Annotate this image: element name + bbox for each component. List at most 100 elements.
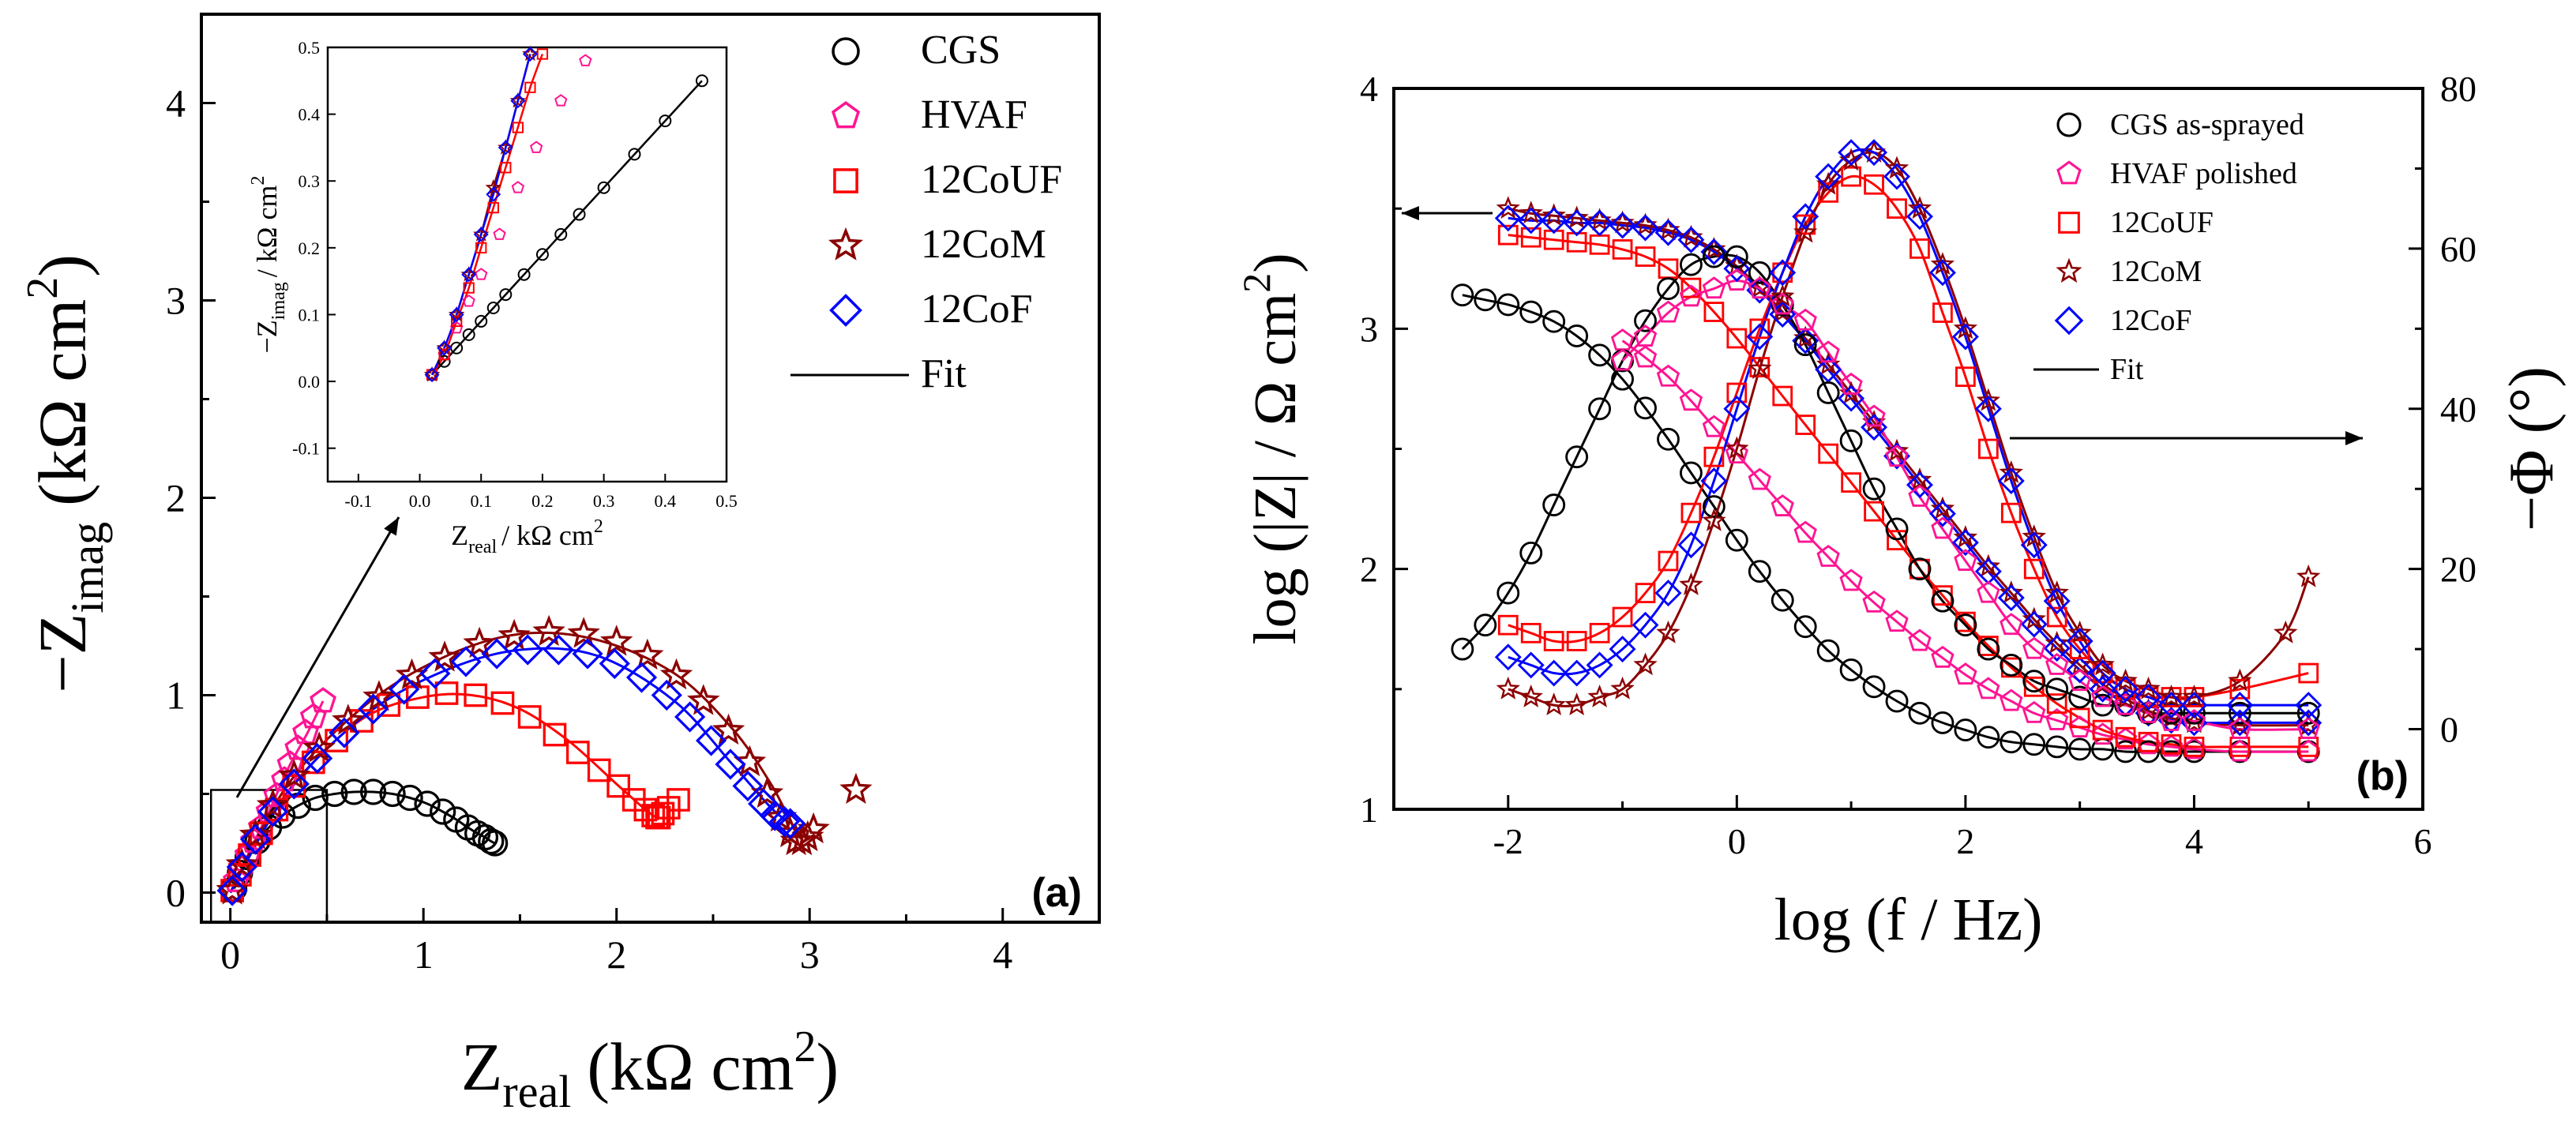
- inset-xlabel-sub: real: [468, 537, 497, 557]
- panel-b-phase-marker: [1793, 333, 1817, 357]
- inset-frame: [326, 46, 728, 483]
- panel-b-logz-marker: [1725, 441, 1748, 464]
- panel-a-marker: [302, 784, 329, 812]
- panel-b-logz-marker: [2138, 731, 2159, 752]
- inset-xlabel-sup: 2: [594, 516, 603, 537]
- panel-b-phase-marker: [2000, 613, 2023, 636]
- panel-b-phase-marker: [1839, 372, 1863, 395]
- panel-b-phase-marker: [1679, 284, 1703, 307]
- panel-b-logz-marker: [1748, 560, 1771, 583]
- panel-b-logz-marker: [1931, 711, 1955, 734]
- panel-a-ytick-label: 0: [166, 871, 186, 915]
- inset-marker: [628, 148, 641, 161]
- panel-b-logz-marker: [2046, 693, 2067, 714]
- panel-b-phase-marker: [2274, 620, 2298, 643]
- panel-b-logz-marker: [1566, 231, 1587, 253]
- inset-marker: [522, 46, 538, 62]
- panel-b-phase-marker: [1725, 245, 1748, 268]
- panel-b-logz-marker: [2066, 656, 2093, 684]
- xlabel-unit: (kΩ cm: [587, 1029, 794, 1105]
- inset-marker: [462, 294, 475, 307]
- panel-b-logz-marker: [1953, 525, 1978, 549]
- panel-b-phase-marker: [2159, 685, 2184, 707]
- panel-a-marker: [464, 683, 488, 707]
- inset-marker: [486, 302, 500, 314]
- panel-a-marker: [839, 772, 873, 805]
- inset-ytick-label: 0.1: [299, 305, 321, 325]
- inset-marker: [487, 201, 499, 214]
- panel-b-phase-marker: [1862, 404, 1886, 427]
- panel-b-logz-marker: [1839, 658, 1863, 681]
- panel-b-logz-marker: [1906, 471, 1933, 499]
- panel-b-phase-marker: [1517, 651, 1545, 679]
- inset-ytick-label: 0.5: [299, 38, 321, 58]
- panel-a-marker: [543, 722, 567, 747]
- panel-b-logz-marker: [1451, 283, 1474, 307]
- panel-b-phase-marker: [1700, 467, 1728, 495]
- panel-b-logz-marker: [1908, 628, 1932, 651]
- panel-b-phase-marker: [1793, 219, 1818, 243]
- xlabel-sup: 2: [794, 1022, 816, 1071]
- panel-b-phase-marker: [1497, 614, 1519, 636]
- inset-marker: [475, 314, 488, 328]
- panel-a-marker: [625, 662, 658, 693]
- panel-b-phase-marker: [1861, 139, 1888, 167]
- panel-b-phase-marker: [1588, 397, 1612, 421]
- panel-b-logz-marker: [1771, 494, 1794, 517]
- inset-marker: [535, 248, 549, 261]
- panel-b-ylabel-right: −Φ (°): [2497, 366, 2567, 531]
- panel-b-logz-marker: [1702, 415, 1726, 437]
- panel-a-legend-marker-3: [828, 227, 864, 261]
- panel-b-xtick-label: 0: [1728, 821, 1746, 861]
- panel-b-phase-marker: [2113, 668, 2138, 692]
- panel-b-phase-marker: [1680, 502, 1702, 523]
- panel-b-logz-marker: [2045, 631, 2069, 654]
- panel-a-marker: [572, 638, 603, 670]
- panel-b-phase-marker: [1974, 395, 2002, 422]
- panel-b-phase-marker: [1679, 572, 1703, 595]
- panel-b-logz-marker: [1841, 472, 1861, 493]
- panel-b-xlabel: log (f / Hz): [1774, 887, 2043, 953]
- panel-b-phase-marker: [1542, 493, 1566, 516]
- inset-marker: [473, 227, 489, 242]
- panel-b-logz-marker: [2069, 707, 2090, 729]
- panel-a-legend-fit-label: Fit: [921, 351, 967, 396]
- panel-a-marker: [225, 847, 259, 880]
- inset-marker: [517, 268, 531, 281]
- panel-b-logz-marker: [2022, 733, 2046, 756]
- panel-b-phase-marker: [1977, 637, 2000, 661]
- panel-a-marker: [450, 646, 482, 677]
- inset-ytick-label: 0.4: [299, 105, 321, 125]
- panel-a-marker: [238, 818, 272, 850]
- ylabel-sup: 2: [18, 277, 67, 299]
- panel-b-logz-marker: [1519, 300, 1543, 324]
- panel-b-phase-marker: [1748, 276, 1771, 299]
- panel-b-phase-marker: [2045, 652, 2069, 675]
- panel-b-logz-marker: [1977, 677, 2000, 700]
- inset-marker: [498, 140, 513, 156]
- panel-b-logz-marker: [1634, 396, 1657, 420]
- panel-b-phase-marker: [1907, 196, 1932, 219]
- panel-b-logz-fit-0: [1462, 294, 2309, 753]
- panel-a-marker: [587, 758, 611, 782]
- panel-b-logz-marker: [1725, 528, 1748, 552]
- panel-b-logz-marker: [1474, 288, 1497, 312]
- panel-b-phase-marker: [1977, 580, 2000, 603]
- panel-a-marker: [490, 691, 515, 715]
- inset-marker: [524, 81, 536, 93]
- panel-b-phase-marker: [1931, 516, 1955, 539]
- panel-b-logz-marker: [1542, 310, 1566, 333]
- inset-fit-line-2: [431, 54, 544, 376]
- panel-b-logz-marker: [1815, 356, 1842, 384]
- panel-b-phase-marker: [1656, 620, 1680, 643]
- panel-b-logz-marker: [1540, 207, 1568, 234]
- panel-a-marker: [565, 741, 590, 764]
- panel-b-phase-marker: [1906, 203, 1933, 231]
- panel-b-phase-marker: [1610, 676, 1635, 700]
- panel-b-phase-marker: [1540, 659, 1568, 687]
- panel-b-logz-marker: [1772, 385, 1793, 407]
- panel-b-legend-label: CGS as-sprayed: [2110, 108, 2304, 141]
- panel-b-phase-marker: [1771, 292, 1794, 315]
- panel-b-ytick-left-label: 2: [1360, 550, 1378, 590]
- inset-marker: [437, 355, 451, 368]
